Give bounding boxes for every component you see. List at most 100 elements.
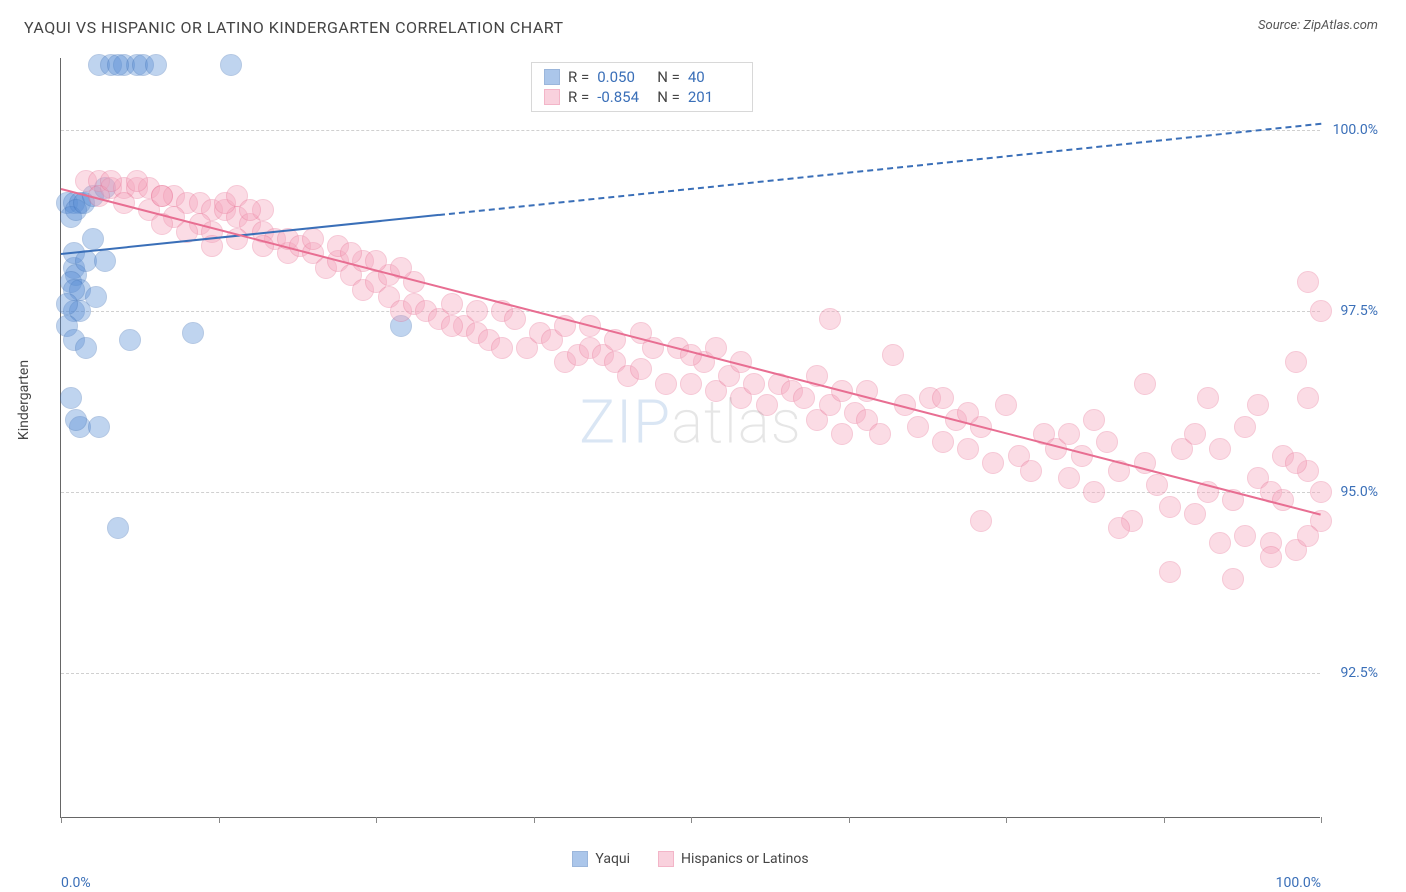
- data-point: [85, 286, 107, 308]
- data-point: [1310, 300, 1332, 322]
- data-point: [907, 416, 929, 438]
- y-tick-label: 97.5%: [1340, 303, 1378, 319]
- data-point: [1297, 387, 1319, 409]
- chart-header: YAQUI VS HISPANIC OR LATINO KINDERGARTEN…: [0, 0, 1406, 45]
- data-point: [982, 452, 1004, 474]
- stats-legend: R = 0.050 N = 40 R = -0.854 N = 201: [531, 62, 753, 112]
- series-legend-label: Yaqui: [595, 851, 630, 867]
- x-tick: [849, 817, 850, 823]
- data-point: [1146, 474, 1168, 496]
- watermark-bold: ZIP: [579, 387, 671, 458]
- data-point: [94, 250, 116, 272]
- data-point: [1184, 423, 1206, 445]
- legend-n-label: N =: [657, 68, 680, 86]
- stats-legend-row: R = -0.854 N = 201: [544, 87, 740, 107]
- chart-area: ZIPatlas R =0.050N =40R =-0.854N =201 Ya…: [60, 58, 1380, 818]
- legend-swatch: [544, 89, 560, 105]
- legend-r-label: R =: [568, 88, 589, 106]
- data-point: [1234, 416, 1256, 438]
- data-point: [1197, 387, 1219, 409]
- data-point: [1134, 373, 1156, 395]
- y-axis-label: Kindergarten: [16, 360, 32, 440]
- data-point: [82, 228, 104, 250]
- data-point: [957, 438, 979, 460]
- data-point: [970, 510, 992, 532]
- data-point: [882, 344, 904, 366]
- legend-n-value: 201: [688, 88, 740, 106]
- data-point: [1108, 517, 1130, 539]
- data-point: [1159, 561, 1181, 583]
- legend-swatch: [544, 69, 560, 85]
- gridline: [61, 130, 1320, 131]
- data-point: [1222, 568, 1244, 590]
- data-point: [145, 54, 167, 76]
- data-point: [1285, 351, 1307, 373]
- data-point: [88, 416, 110, 438]
- data-point: [1310, 481, 1332, 503]
- gridline: [61, 673, 1320, 674]
- data-point: [1058, 467, 1080, 489]
- data-point: [869, 423, 891, 445]
- plot-region: ZIPatlas R =0.050N =40R =-0.854N =201 Ya…: [60, 58, 1320, 818]
- data-point: [1083, 409, 1105, 431]
- data-point: [182, 322, 204, 344]
- data-point: [100, 170, 122, 192]
- regression-line: [439, 123, 1321, 216]
- data-point: [793, 387, 815, 409]
- data-point: [441, 315, 463, 337]
- data-point: [65, 409, 87, 431]
- stats-legend-row: R = 0.050 N = 40: [544, 67, 740, 87]
- legend-n-value: 40: [688, 68, 740, 86]
- x-tick-label: 0.0%: [61, 875, 91, 891]
- data-point: [1209, 532, 1231, 554]
- data-point: [1285, 452, 1307, 474]
- data-point: [1260, 546, 1282, 568]
- y-tick-label: 100.0%: [1333, 122, 1378, 138]
- data-point: [756, 394, 778, 416]
- data-point: [151, 185, 173, 207]
- data-point: [1297, 525, 1319, 547]
- data-point: [1234, 525, 1256, 547]
- data-point: [466, 300, 488, 322]
- data-point: [1247, 394, 1269, 416]
- data-point: [680, 373, 702, 395]
- data-point: [107, 54, 129, 76]
- data-point: [441, 293, 463, 315]
- legend-r-value: 0.050: [597, 68, 649, 86]
- gridline: [61, 311, 1320, 312]
- legend-swatch: [572, 851, 588, 867]
- data-point: [75, 337, 97, 359]
- y-tick-label: 92.5%: [1340, 665, 1378, 681]
- series-legend-label: Hispanics or Latinos: [681, 851, 809, 867]
- legend-r-value: -0.854: [597, 88, 649, 106]
- regression-line: [61, 188, 1321, 516]
- data-point: [1209, 438, 1231, 460]
- data-point: [504, 308, 526, 330]
- data-point: [1058, 423, 1080, 445]
- data-point: [491, 337, 513, 359]
- legend-n-label: N =: [657, 88, 680, 106]
- x-tick: [1321, 817, 1322, 823]
- data-point: [119, 329, 141, 351]
- y-tick-label: 95.0%: [1340, 484, 1378, 500]
- data-point: [1184, 503, 1206, 525]
- series-legend-item: Hispanics or Latinos: [658, 851, 809, 867]
- data-point: [220, 54, 242, 76]
- data-point: [1083, 481, 1105, 503]
- data-point: [1020, 460, 1042, 482]
- legend-r-label: R =: [568, 68, 589, 86]
- data-point: [655, 373, 677, 395]
- series-legend: Yaqui Hispanics or Latinos: [61, 851, 1320, 867]
- x-tick: [1006, 817, 1007, 823]
- series-legend-item: Yaqui: [572, 851, 630, 867]
- data-point: [743, 373, 765, 395]
- data-point: [56, 293, 78, 315]
- data-point: [239, 199, 261, 221]
- data-point: [60, 387, 82, 409]
- data-point: [932, 387, 954, 409]
- data-point: [630, 358, 652, 380]
- data-point: [1096, 431, 1118, 453]
- data-point: [1297, 271, 1319, 293]
- chart-source: Source: ZipAtlas.com: [1258, 18, 1378, 33]
- x-tick: [61, 817, 62, 823]
